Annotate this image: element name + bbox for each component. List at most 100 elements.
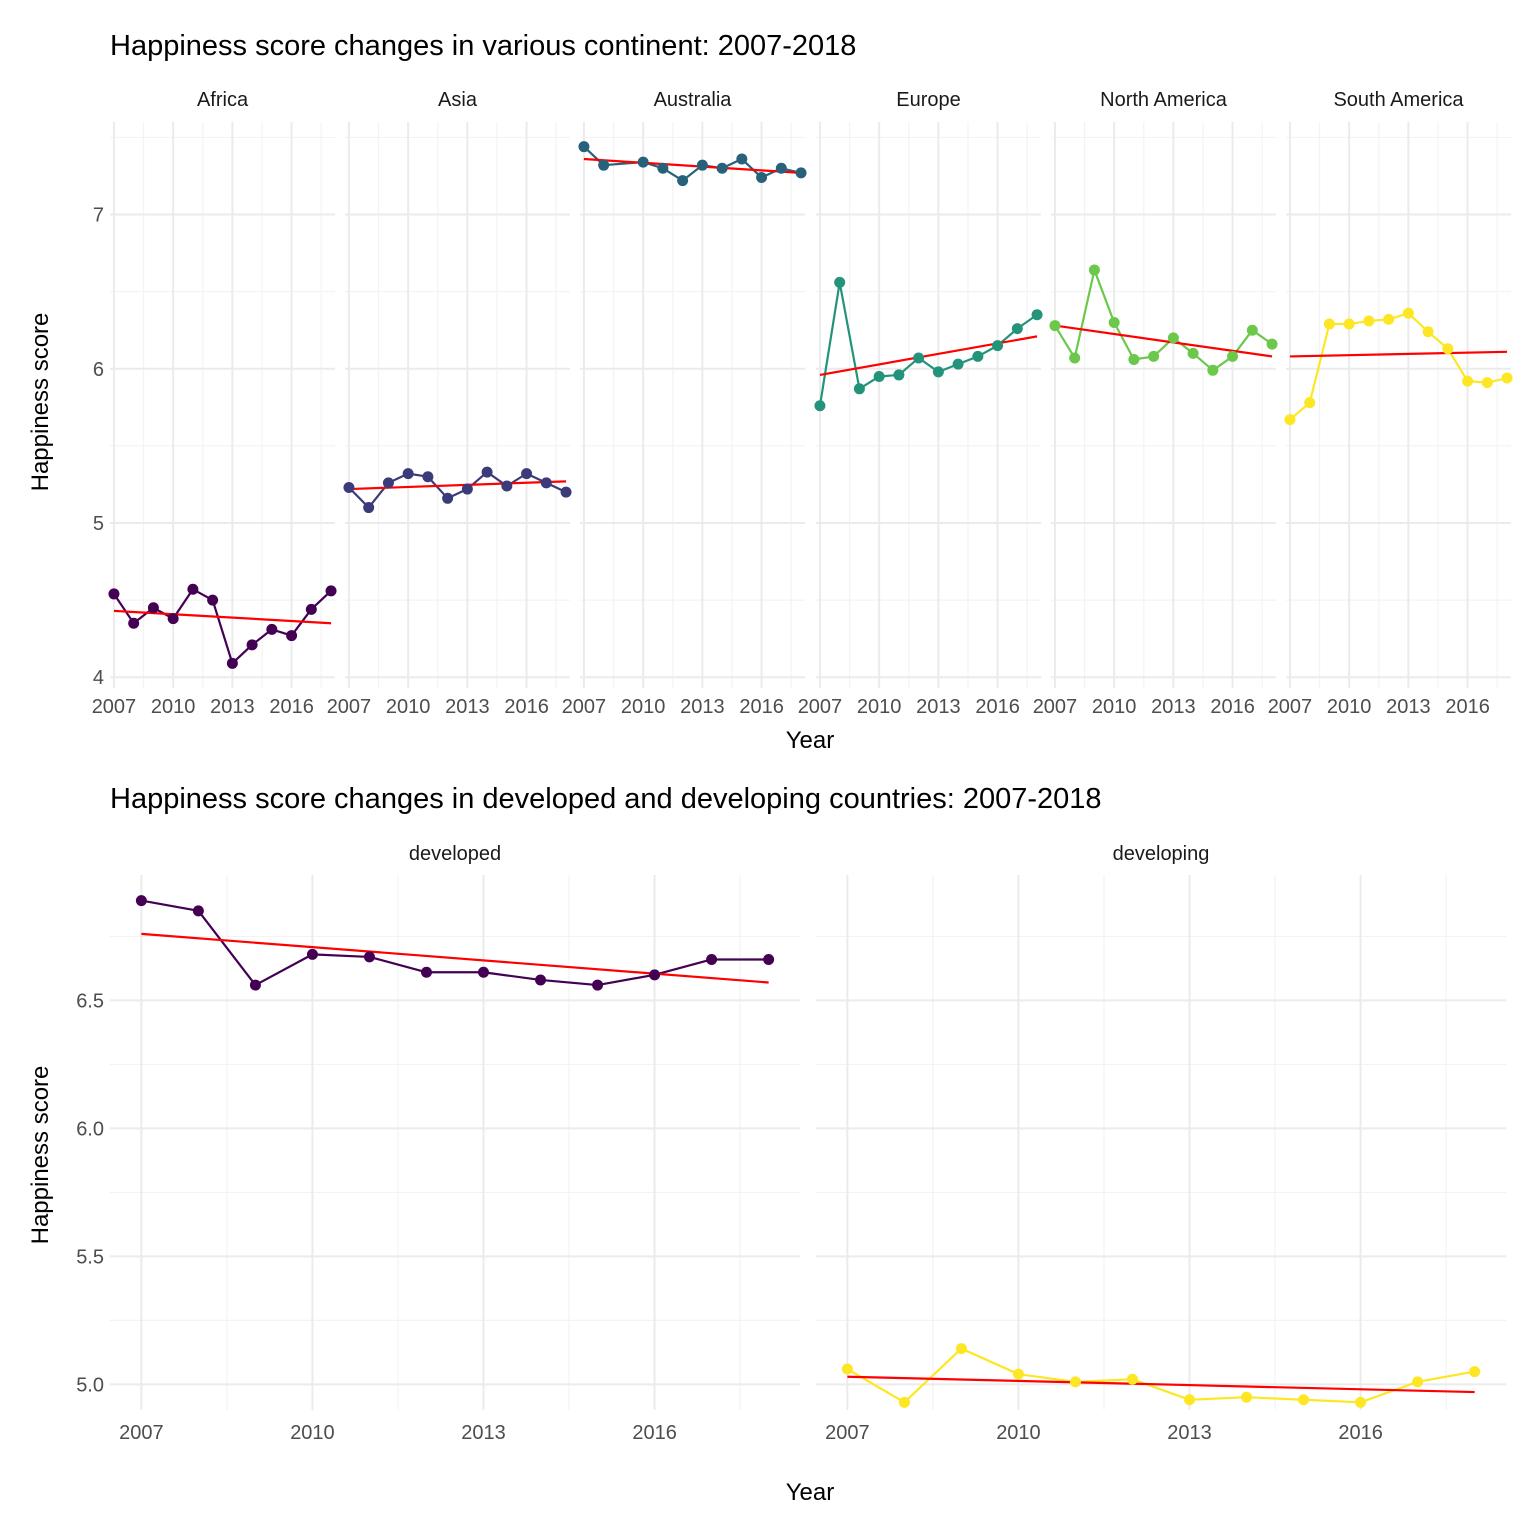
series-line-asia (348, 470, 567, 509)
trend-line-australia (583, 157, 802, 174)
data-point (363, 502, 375, 514)
series-line-developing (846, 1347, 1475, 1404)
data-point (1088, 264, 1100, 276)
data-point (992, 340, 1004, 352)
y-tick-label: 5.0 (76, 1374, 104, 1396)
x-tick-label: 2013 (680, 696, 725, 718)
data-point (873, 370, 885, 382)
panel-africa: Africa 2007 2010 2013 2016 (92, 89, 337, 718)
data-point (535, 974, 547, 986)
x-tick-label: 2016 (1445, 696, 1490, 718)
x-tick-label: 2007 (562, 696, 607, 718)
panel-developing: developing 2007 2010 2013 2016 (816, 843, 1506, 1444)
x-tick-label: 2016 (1210, 696, 1255, 718)
data-point (1304, 397, 1316, 409)
y-tick-label: 6.0 (76, 1118, 104, 1140)
x-tick-label: 2010 (996, 1422, 1041, 1444)
data-point (1108, 316, 1120, 328)
data-point (677, 175, 689, 187)
data-point (1363, 315, 1375, 327)
data-point (1207, 364, 1219, 376)
x-tick-label: 2007 (327, 696, 372, 718)
data-point (814, 400, 826, 412)
y-tick-label: 4 (93, 667, 104, 689)
data-point (478, 966, 490, 978)
x-tick-label: 2010 (1327, 696, 1372, 718)
data-point (1266, 338, 1278, 350)
data-point (135, 895, 147, 907)
trend-line-north-america (1054, 324, 1273, 358)
data-point (1383, 313, 1395, 325)
data-point (521, 468, 533, 480)
data-point (637, 156, 649, 168)
data-point (1284, 414, 1296, 426)
data-point (1442, 343, 1454, 355)
data-point (1184, 1394, 1196, 1406)
data-point (893, 369, 905, 381)
data-point (1355, 1396, 1367, 1408)
data-point (795, 167, 807, 179)
data-point (1012, 1368, 1024, 1380)
x-tick-label: 2007 (798, 696, 843, 718)
data-point (128, 617, 140, 629)
panel-south-america: South America 2007 2010 2013 2016 (1268, 89, 1513, 718)
data-point (422, 471, 434, 483)
x-tick-label: 2016 (269, 696, 314, 718)
x-tick-label: 2013 (916, 696, 961, 718)
facet-label: Asia (438, 89, 478, 111)
data-point (972, 350, 984, 362)
panel-australia: Australia 2007 2010 2013 2016 (562, 89, 807, 718)
data-point (716, 162, 728, 174)
x-tick-label: 2016 (632, 1422, 677, 1444)
data-point (1422, 326, 1434, 338)
data-point (1011, 323, 1023, 335)
data-point (756, 172, 768, 184)
trend-line-africa (113, 609, 332, 625)
x-tick-label: 2013 (1386, 696, 1431, 718)
trend-line-south-america (1289, 350, 1508, 358)
data-point (1469, 1366, 1481, 1378)
data-point (382, 477, 394, 489)
series-line-south-america (1289, 312, 1508, 421)
data-point (501, 480, 513, 492)
y-tick-label: 5.5 (76, 1246, 104, 1268)
data-point (1402, 307, 1414, 319)
x-tick-label: 2010 (386, 696, 431, 718)
x-tick-label: 2013 (210, 696, 255, 718)
data-point (834, 276, 846, 288)
data-point (1148, 350, 1160, 362)
panel-developed: developed 2007 2010 2013 2016 (110, 843, 800, 1444)
facet-label: Europe (896, 89, 961, 111)
data-point (898, 1396, 910, 1408)
panel-asia: Asia 2007 2010 2013 2016 (327, 89, 572, 718)
trend-line-developing (847, 1375, 1475, 1394)
data-point (442, 492, 454, 504)
data-point (402, 468, 414, 480)
x-axis-title-development: Year (786, 1479, 835, 1506)
y-tick-label: 6.5 (76, 990, 104, 1012)
data-point (696, 159, 708, 171)
data-point (363, 951, 375, 963)
x-tick-label: 2010 (1092, 696, 1137, 718)
data-point (420, 966, 432, 978)
chart-title-continents: Happiness score changes in various conti… (110, 30, 856, 62)
data-point (1128, 354, 1140, 366)
data-point (249, 979, 261, 991)
data-point (932, 366, 944, 378)
data-point (246, 639, 258, 651)
data-point (266, 623, 278, 635)
data-point (952, 358, 964, 370)
facet-label: South America (1333, 89, 1464, 111)
data-point (1462, 375, 1474, 387)
data-point (1227, 350, 1239, 362)
trend-line-developed (141, 932, 769, 984)
data-point (481, 466, 493, 478)
data-point (775, 162, 787, 174)
data-point (305, 603, 317, 615)
x-tick-label: 2013 (445, 696, 490, 718)
data-point (598, 159, 610, 171)
y-axis-title-development: Happiness score (27, 1066, 54, 1245)
x-axis-title-continents: Year (786, 727, 835, 754)
facet-label: Australia (654, 89, 733, 111)
